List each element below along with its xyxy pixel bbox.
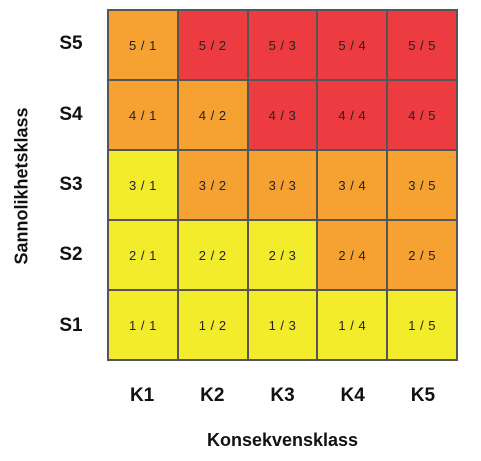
- matrix-cell: 5 / 2: [177, 10, 248, 80]
- matrix-cell: 4 / 5: [387, 80, 457, 150]
- matrix-cell: 2 / 5: [387, 220, 457, 290]
- matrix-cell: 2 / 3: [247, 220, 318, 290]
- row-label-s5: S5: [59, 33, 83, 55]
- matrix-cell: 5 / 3: [247, 10, 318, 80]
- col-label-k1: K1: [129, 385, 155, 406]
- matrix-cell: 3 / 2: [177, 150, 248, 220]
- matrix-cell: 3 / 4: [317, 150, 388, 220]
- matrix-cell: 1 / 4: [317, 290, 388, 360]
- row-label-s4: S4: [59, 103, 83, 125]
- matrix-cell: 4 / 2: [177, 80, 248, 150]
- x-axis-title: Konsekvensklass: [206, 430, 359, 450]
- matrix-cell: 1 / 3: [247, 290, 318, 360]
- row-label-s3: S3: [59, 174, 83, 195]
- matrix-cell: 1 / 2: [177, 290, 248, 360]
- col-label-k3: K3: [270, 385, 295, 406]
- matrix-cell: 4 / 3: [247, 80, 318, 150]
- matrix-cell: 3 / 5: [387, 150, 457, 220]
- risk-matrix: 5 / 1 5 / 2 5 / 3 5 / 4 5 / 5 4 / 1 4 / …: [107, 9, 458, 361]
- matrix-cell: 2 / 4: [317, 220, 388, 290]
- col-label-k5: K5: [410, 385, 436, 406]
- matrix-cell: 5 / 1: [108, 10, 178, 80]
- matrix-cell: 5 / 4: [317, 10, 388, 80]
- matrix-cell: 4 / 1: [108, 80, 178, 150]
- y-axis-title: Sannolikhetsklass: [11, 107, 32, 265]
- matrix-cell: 2 / 1: [108, 220, 178, 290]
- matrix-cell: 2 / 2: [177, 220, 248, 290]
- matrix-cell: 3 / 3: [247, 150, 318, 220]
- row-label-s1: S1: [59, 314, 83, 336]
- matrix-cell: 3 / 1: [108, 150, 178, 220]
- col-label-k2: K2: [200, 385, 225, 406]
- matrix-cell: 4 / 4: [317, 80, 388, 150]
- matrix-cell: 1 / 5: [387, 290, 457, 360]
- matrix-cell: 1 / 1: [108, 290, 178, 360]
- row-label-s2: S2: [59, 244, 83, 266]
- matrix-cell: 5 / 5: [387, 10, 457, 80]
- col-label-k4: K4: [340, 385, 365, 406]
